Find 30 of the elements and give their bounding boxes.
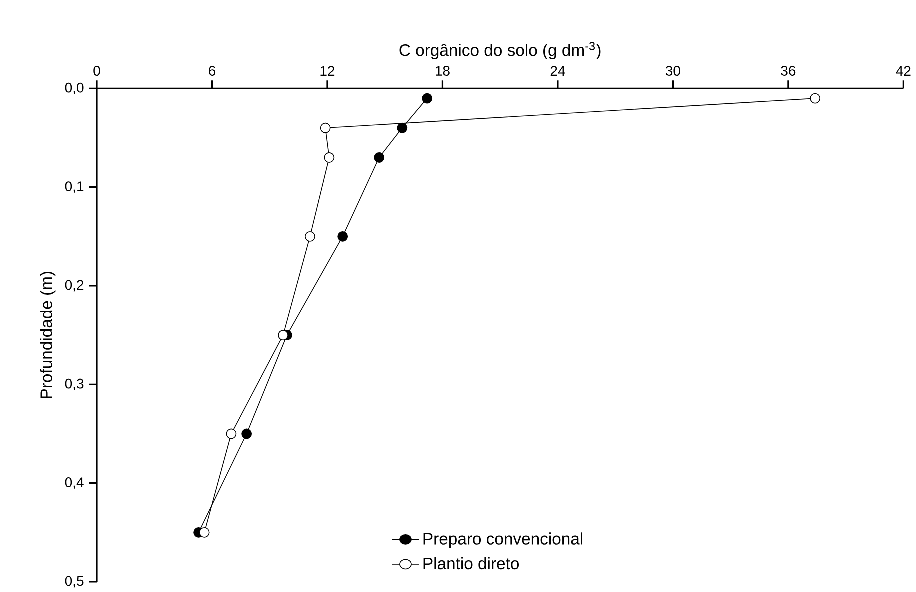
legend-label: Preparo convencional: [424, 532, 583, 548]
point: [226, 428, 237, 440]
point: [278, 330, 289, 340]
x-tick-label: 18: [436, 66, 450, 76]
y-tick-label: 0,2: [65, 280, 84, 292]
x-tick-label: 30: [666, 66, 680, 76]
point: [199, 527, 210, 538]
x-tick-label: 12: [320, 66, 335, 76]
x-tick-label: 42: [896, 66, 911, 76]
y-tick-label: 0,1: [65, 181, 84, 194]
point: [374, 152, 385, 163]
point: [304, 231, 316, 242]
point: [422, 93, 433, 104]
x-tick-label: 36: [781, 66, 796, 76]
point: [324, 152, 335, 163]
y-axis-title: Profundidade (m): [40, 272, 56, 398]
x-tick-label: 0: [94, 66, 100, 76]
point: [338, 231, 348, 242]
legend-label: Plantio direto: [424, 557, 520, 570]
point: [810, 93, 821, 104]
point: [397, 122, 408, 134]
x-tick-label: 24: [550, 66, 566, 76]
point: [242, 428, 252, 440]
x-axis-title: C orgânico do solo (g dm$^{-3}$): [400, 42, 601, 60]
y-tick-label: 0,3: [65, 378, 84, 390]
point: [320, 122, 331, 134]
y-tick-label: 0,5: [65, 576, 84, 588]
y-tick-label: 0,4: [65, 477, 84, 490]
y-tick-label: 0,0: [65, 82, 84, 94]
x-tick-label: 6: [209, 66, 216, 76]
